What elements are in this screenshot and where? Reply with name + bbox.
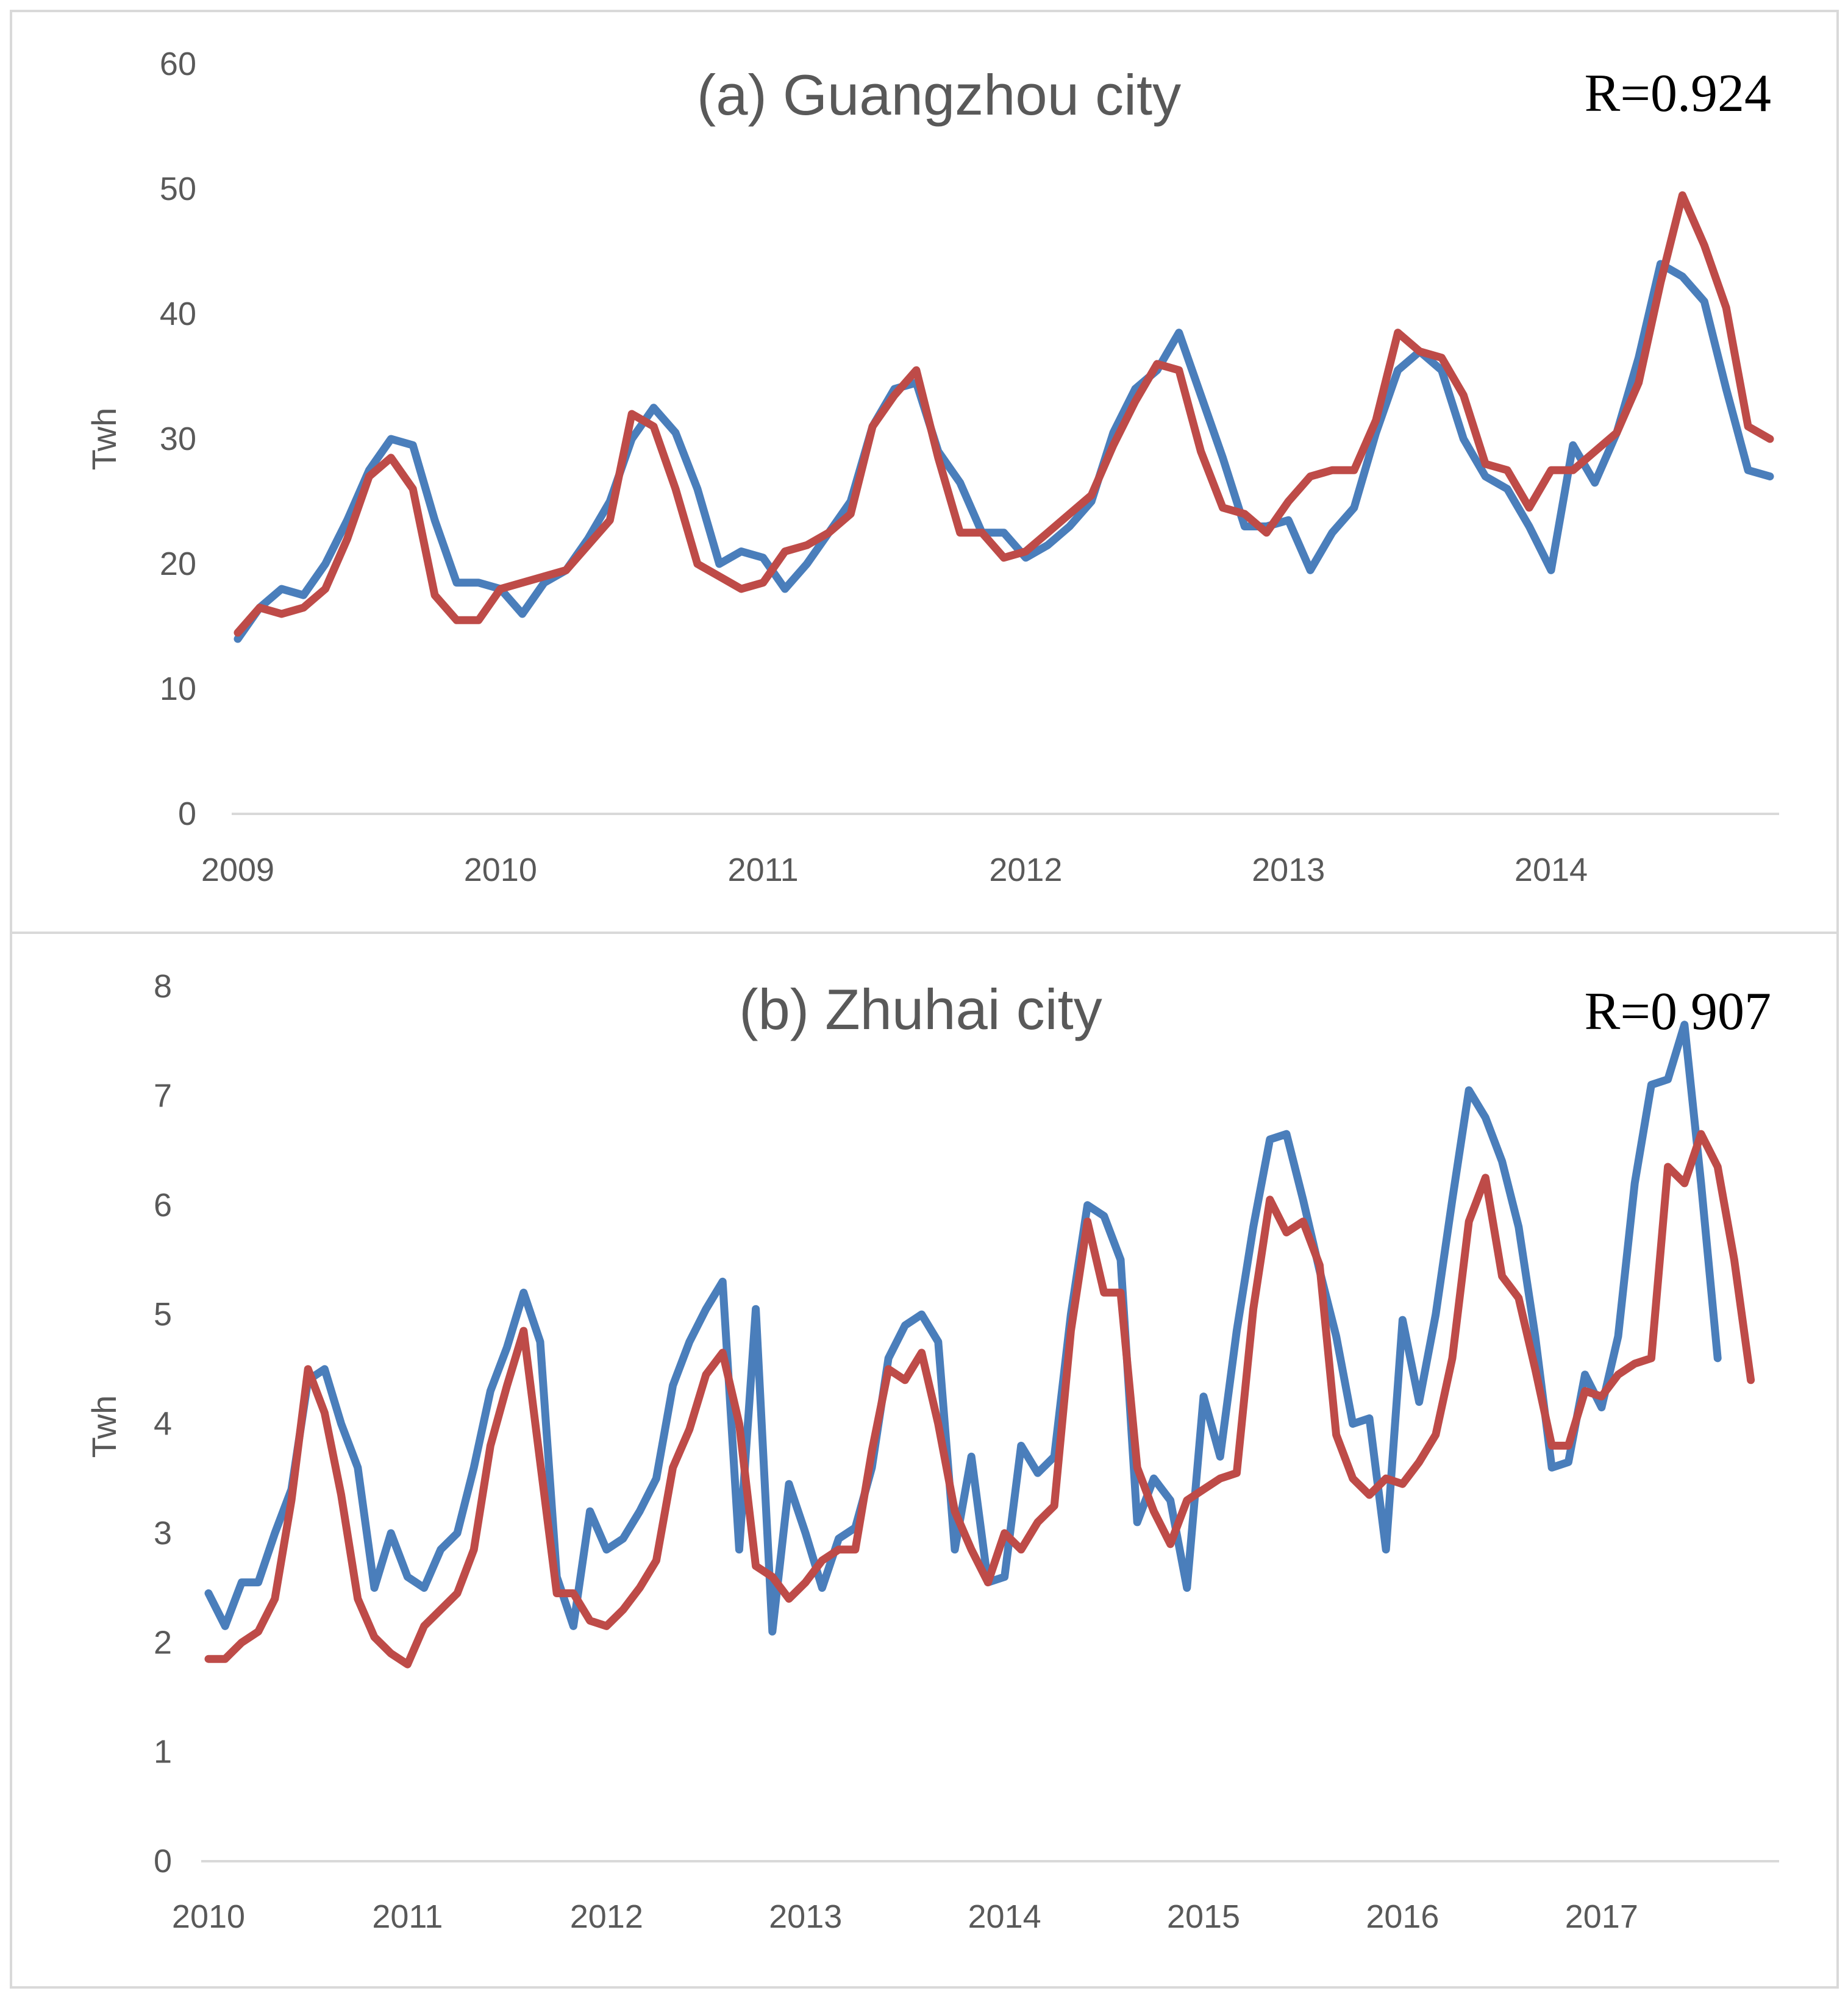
chart-title: (a) Guangzhou city (697, 63, 1181, 127)
x-tick-label: 2016 (1366, 1898, 1439, 1935)
blue-series-line (204, 1021, 1722, 1636)
x-tick-label: 2012 (570, 1898, 643, 1935)
chart-title: (b) Zhuhai city (739, 977, 1102, 1041)
blue-series-line (234, 260, 1774, 643)
y-tick-label: 6 (154, 1187, 172, 1224)
correlation-label: R=0.924 (1585, 64, 1771, 123)
y-tick-label: 0 (178, 796, 196, 832)
x-tick-label: 2011 (372, 1898, 443, 1935)
y-tick-label: 2 (154, 1624, 172, 1661)
y-tick-labels: 0 1 2 3 4 5 6 7 8 (154, 968, 172, 1880)
x-tick-label: 2014 (968, 1898, 1041, 1935)
y-tick-label: 30 (160, 421, 196, 457)
x-tick-label: 2014 (1514, 852, 1588, 888)
x-tick-label: 2017 (1565, 1898, 1638, 1935)
y-tick-label: 20 (160, 546, 196, 582)
y-axis-title: Twh (85, 408, 123, 471)
panel-guangzhou: (a) Guangzhou city R=0.924 Twh 0 10 20 30 40… (10, 10, 1839, 934)
x-tick-label: 2012 (989, 852, 1062, 888)
y-tick-label: 0 (154, 1843, 172, 1880)
y-tick-label: 8 (154, 968, 172, 1005)
x-tick-label: 2010 (464, 852, 537, 888)
y-tick-label: 60 (160, 46, 196, 82)
panel-frame (10, 10, 1839, 934)
y-tick-label: 1 (154, 1734, 172, 1770)
x-tick-label: 2010 (172, 1898, 245, 1935)
y-axis-title: Twh (85, 1395, 123, 1458)
plot-area (204, 1021, 1755, 1669)
y-tick-label: 5 (154, 1296, 172, 1333)
y-tick-label: 3 (154, 1515, 172, 1552)
panel-frame (10, 932, 1839, 1989)
y-tick-label: 4 (154, 1406, 172, 1442)
x-tick-labels: 2009 2010 2011 2012 2013 2014 (201, 852, 1588, 888)
y-tick-label: 40 (160, 296, 196, 332)
x-tick-label: 2011 (728, 852, 799, 888)
y-tick-label: 50 (160, 171, 196, 207)
y-tick-label: 7 (154, 1077, 172, 1114)
x-tick-label: 2013 (769, 1898, 842, 1935)
correlation-label: R=0.907 (1585, 982, 1771, 1041)
red-series-line (234, 191, 1774, 637)
y-tick-labels: 0 10 20 30 40 50 60 (160, 46, 196, 832)
panel-zhuhai: (b) Zhuhai city R=0.907 Twh 0 1 2 3 4 5 6 7 8 20… (10, 932, 1839, 1989)
x-tick-label: 2015 (1167, 1898, 1240, 1935)
x-tick-label: 2009 (201, 852, 274, 888)
red-series-line (204, 1130, 1755, 1669)
y-tick-label: 10 (160, 671, 196, 707)
plot-area (234, 191, 1774, 643)
x-tick-labels: 2010 2011 2012 2013 2014 2015 2016 2017 (172, 1898, 1638, 1935)
x-tick-label: 2013 (1252, 852, 1325, 888)
